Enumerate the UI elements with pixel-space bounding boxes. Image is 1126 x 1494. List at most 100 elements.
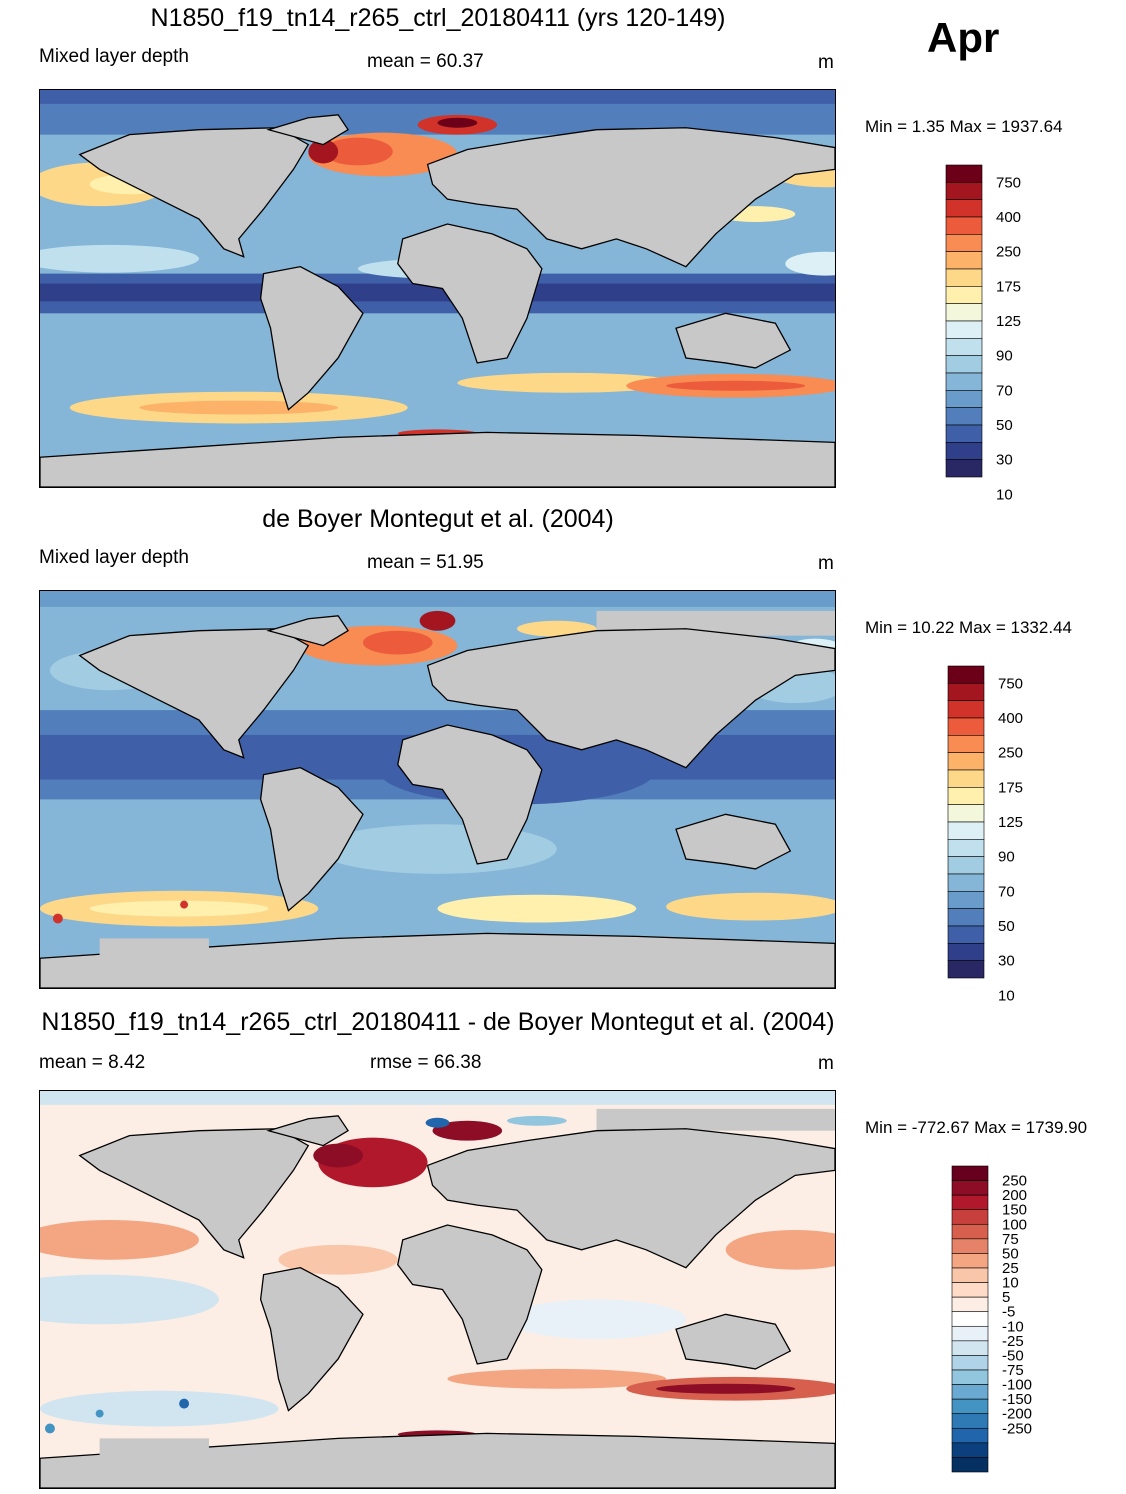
- colorbar-2-swatch: [947, 717, 985, 736]
- colorbar-3-tick-label: -250: [1002, 1420, 1032, 1437]
- panel-3-title: N1850_f19_tn14_r265_ctrl_20180411 - de B…: [41, 1008, 835, 1036]
- colorbar-2-swatch: [947, 735, 985, 753]
- colorbar-2-swatch: [947, 873, 985, 892]
- colorbar-1-swatch: [945, 164, 983, 183]
- colorbar-1-swatch: [945, 390, 983, 408]
- colorbar-2-swatch: [947, 752, 985, 771]
- month-label: Apr: [927, 14, 1000, 61]
- colorbar-3-tick-label: 10: [1002, 1275, 1019, 1292]
- panel-3-map: [39, 1090, 836, 1489]
- colorbar-2-swatch: [947, 700, 985, 719]
- colorbar-1-tick-label: 10: [996, 486, 1013, 503]
- colorbar-2-swatch: [947, 787, 985, 805]
- colorbar-3-tick-label: 75: [1002, 1231, 1019, 1248]
- colorbar-3-tick-label: 250: [1002, 1173, 1027, 1190]
- colorbar-1-swatch: [945, 355, 983, 374]
- colorbar-2-swatch: [947, 856, 985, 875]
- colorbar-1-swatch: [945, 216, 983, 235]
- colorbar-3-tick-label: -5: [1002, 1304, 1015, 1321]
- colorbar-3-swatch: [951, 1165, 989, 1181]
- colorbar-1-tick-label: 400: [996, 209, 1021, 226]
- colorbar-3-tick-label: -150: [1002, 1391, 1032, 1408]
- colorbar-3-swatch: [951, 1457, 989, 1473]
- panel-3-mean-label: mean = 8.42: [39, 1052, 146, 1073]
- colorbar-1-swatch: [945, 320, 983, 339]
- colorbar-3-swatch: [951, 1442, 989, 1458]
- colorbar-2-swatch: [947, 804, 985, 823]
- colorbar-2-swatch: [947, 943, 985, 961]
- colorbar-3-swatch: [951, 1223, 989, 1240]
- colorbar-1-tick-label: 175: [996, 278, 1021, 295]
- colorbar-1-swatch: [945, 372, 983, 391]
- panel-1-map-plot: [40, 90, 835, 487]
- colorbar-2-swatch: [947, 821, 985, 840]
- colorbar-3-swatch: [951, 1355, 989, 1371]
- colorbar-1-swatch: [945, 459, 983, 478]
- colorbar-1-tick-label: 750: [996, 174, 1021, 191]
- panel-2-mean-label: mean = 51.95: [367, 552, 484, 573]
- colorbar-3-tick-label: -100: [1002, 1377, 1032, 1394]
- panel-2-map: [39, 590, 836, 989]
- colorbar-2-tick-label: 90: [998, 849, 1015, 866]
- colorbar-2-tick-label: 30: [998, 953, 1015, 970]
- colorbar-2-tick-label: 125: [998, 814, 1023, 831]
- colorbar-1-swatch: [945, 251, 983, 270]
- colorbar-3-swatch: [951, 1427, 989, 1444]
- colorbar-3-tick-label: -50: [1002, 1347, 1024, 1364]
- colorbar-1-swatch: [945, 286, 983, 304]
- colorbar-3-swatch: [951, 1282, 989, 1298]
- panel-3-minmax-label: Min = -772.67 Max = 1739.90: [865, 1118, 1088, 1137]
- colorbar-2-tick-label: 400: [998, 710, 1023, 727]
- panel-2-units-label: m: [818, 553, 834, 574]
- colorbar-1-swatch: [945, 424, 983, 443]
- colorbar-2-tick-label: 70: [998, 883, 1015, 900]
- colorbar-2-swatch: [947, 925, 985, 944]
- colorbar-1-swatch: [945, 182, 983, 200]
- colorbar-2-swatch: [947, 908, 985, 927]
- colorbar-2-tick-label: 175: [998, 779, 1023, 796]
- colorbar-2-tick-label: 250: [998, 745, 1023, 762]
- colorbar-1-tick-label: 90: [996, 348, 1013, 365]
- colorbar-1-tick-label: 50: [996, 417, 1013, 434]
- panel-2-minmax-label: Min = 10.22 Max = 1332.44: [865, 618, 1072, 637]
- panel-1-units-label: m: [818, 52, 834, 73]
- panel-3-colorbar: 250 200 150 100 75 50 25 10 5 -5 -10 -25 -50 -75 -100-…: [951, 1165, 1062, 1486]
- colorbar-3-swatch: [951, 1384, 989, 1400]
- panel-1-variable-label: Mixed layer depth: [39, 46, 189, 67]
- colorbar-3-tick-label: -75: [1002, 1362, 1024, 1379]
- panel-3-units-label: m: [818, 1053, 834, 1074]
- colorbar-3-tick-label: 150: [1002, 1202, 1027, 1219]
- colorbar-3-swatch: [951, 1267, 989, 1283]
- colorbar-2-swatch: [947, 839, 985, 857]
- colorbar-3-tick-label: -200: [1002, 1406, 1032, 1423]
- colorbar-3-swatch: [951, 1369, 989, 1385]
- colorbar-3-tick-label: -25: [1002, 1333, 1024, 1350]
- colorbar-1-tick-label: 70: [996, 382, 1013, 399]
- panel-2-title: de Boyer Montegut et al. (2004): [262, 505, 614, 533]
- colorbar-1-tick-label: 30: [996, 452, 1013, 469]
- panel-1-title: N1850_f19_tn14_r265_ctrl_20180411 (yrs 1…: [150, 4, 726, 32]
- colorbar-1-swatch: [945, 234, 983, 252]
- panel-2-map-plot: [40, 591, 835, 988]
- colorbar-3-swatch: [951, 1325, 989, 1342]
- colorbar-3-swatch: [951, 1180, 989, 1196]
- colorbar-2-swatch: [947, 683, 985, 701]
- colorbar-1-tick-label: 250: [996, 244, 1021, 261]
- panel-1-mean-label: mean = 60.37: [367, 51, 484, 72]
- panel-1-map: [39, 89, 836, 488]
- colorbar-2-swatch: [947, 665, 985, 684]
- colorbar-3-tick-label: 50: [1002, 1245, 1019, 1262]
- panel-1-minmax-label: Min = 1.35 Max = 1937.64: [865, 117, 1063, 136]
- colorbar-3-swatch: [951, 1398, 989, 1415]
- colorbar-3-swatch: [951, 1194, 989, 1211]
- colorbar-1-swatch: [945, 268, 983, 287]
- colorbar-3-swatch: [951, 1311, 989, 1327]
- colorbar-3-swatch: [951, 1253, 989, 1269]
- colorbar-2-tick-label: 750: [998, 675, 1023, 692]
- colorbar-1-swatch: [945, 407, 983, 426]
- colorbar-3-swatch: [951, 1340, 989, 1356]
- colorbar-3-swatch: [951, 1238, 989, 1254]
- colorbar-2-tick-label: 50: [998, 918, 1015, 935]
- colorbar-2-swatch: [947, 891, 985, 909]
- panel-3-map-plot: [40, 1091, 835, 1488]
